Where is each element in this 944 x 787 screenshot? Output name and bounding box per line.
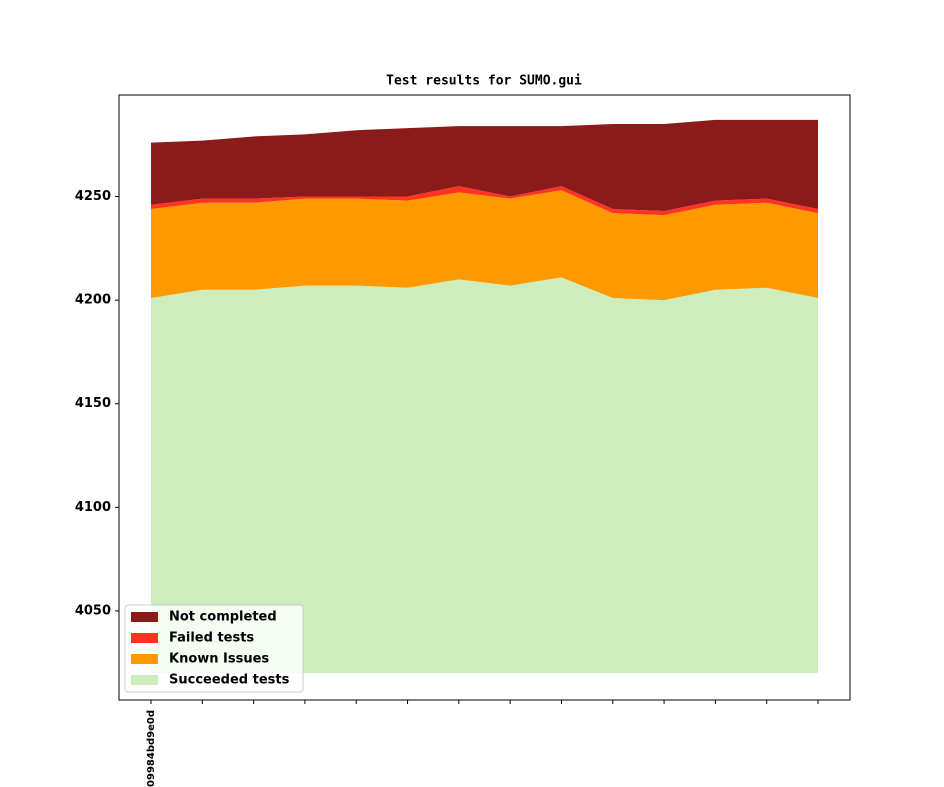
- y-tick-label: 4250: [75, 189, 111, 204]
- chart-title: Test results for SUMO.gui: [386, 74, 582, 89]
- legend-swatch: [131, 654, 158, 664]
- area: [151, 277, 818, 674]
- area: [151, 186, 818, 216]
- plot-frame: [118, 94, 851, 701]
- legend-swatch: [131, 612, 158, 622]
- legend-label: Succeeded tests: [169, 673, 290, 688]
- legend-label: Failed tests: [169, 631, 254, 646]
- legend-swatch: [131, 633, 158, 643]
- y-tick-label: 4100: [75, 500, 111, 515]
- y-tick-label: 4050: [75, 603, 111, 618]
- y-tick-label: 4150: [75, 396, 111, 411]
- legend-label: Known Issues: [169, 652, 269, 667]
- legend-swatch: [131, 675, 158, 685]
- area: [151, 190, 818, 301]
- legend-label: Not completed: [169, 610, 277, 625]
- x-tick-label: 09984bd9e0d: [146, 710, 157, 787]
- y-tick-label: 4200: [75, 293, 111, 308]
- area: [151, 119, 818, 212]
- legend-box: [124, 604, 304, 693]
